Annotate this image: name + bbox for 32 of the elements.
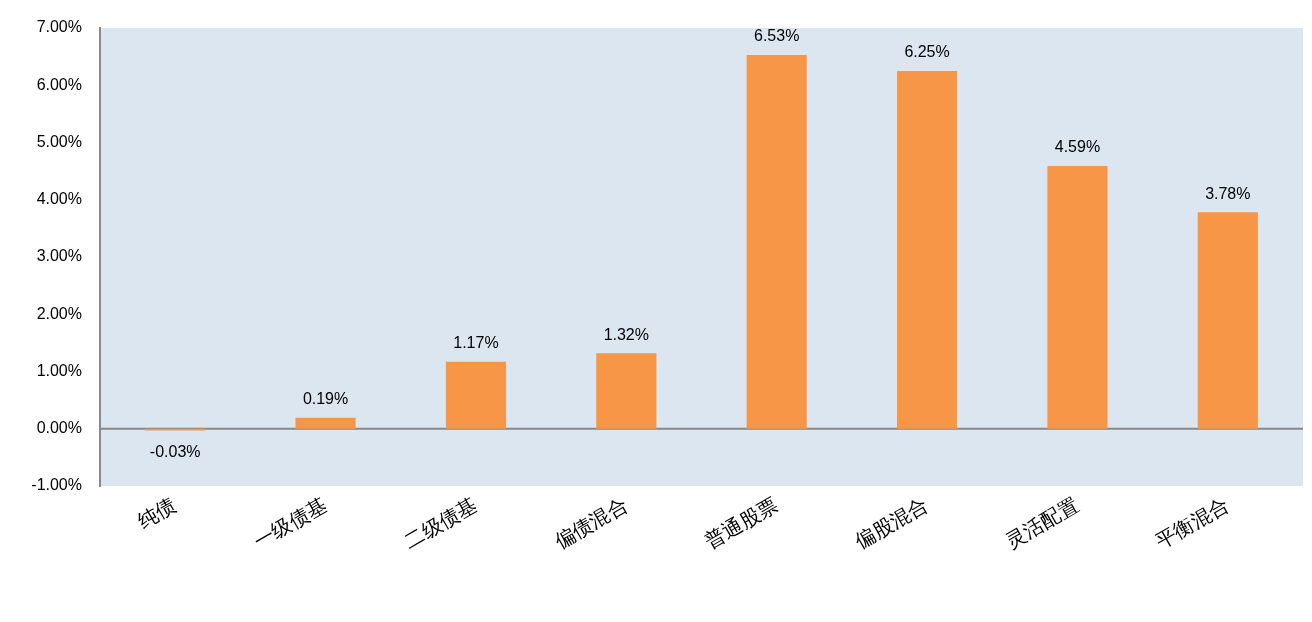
x-tick-label: 偏股混合 bbox=[850, 492, 933, 554]
bar bbox=[596, 353, 657, 429]
data-label: 6.25% bbox=[904, 43, 950, 61]
bar bbox=[1197, 212, 1258, 429]
bar bbox=[896, 70, 958, 429]
data-label: 1.32% bbox=[603, 325, 649, 343]
data-label: 1.17% bbox=[453, 334, 499, 352]
y-tick-label: 7.00% bbox=[36, 18, 82, 36]
data-label: -0.03% bbox=[149, 442, 201, 460]
y-tick-label: 4.00% bbox=[36, 190, 82, 208]
data-label: 0.19% bbox=[302, 390, 349, 408]
bar bbox=[445, 361, 507, 429]
data-label: 4.59% bbox=[1054, 138, 1101, 156]
y-tick-label: 3.00% bbox=[36, 247, 82, 265]
x-tick-label: 偏债混合 bbox=[550, 492, 632, 554]
data-label: 3.78% bbox=[1205, 184, 1251, 202]
y-tick-label: 0.00% bbox=[36, 419, 82, 437]
y-tick-label: 5.00% bbox=[36, 132, 82, 150]
bar bbox=[1047, 165, 1108, 429]
x-tick-label: 纯债 bbox=[133, 492, 181, 534]
y-tick-label: 1.00% bbox=[36, 361, 82, 379]
y-tick-label: 2.00% bbox=[36, 304, 82, 322]
data-label: 6.53% bbox=[754, 27, 800, 45]
bar bbox=[746, 54, 807, 429]
x-tick-label: 平衡混合 bbox=[1151, 492, 1233, 554]
x-tick-label: 普通股票 bbox=[700, 492, 782, 554]
x-tick-label: 灵活配置 bbox=[1001, 492, 1083, 554]
bar bbox=[295, 417, 356, 429]
x-tick-label: 二级债基 bbox=[399, 492, 482, 554]
x-tick-label: 一级债基 bbox=[249, 492, 331, 554]
y-tick-label: -1.00% bbox=[31, 476, 82, 494]
y-tick-label: 6.00% bbox=[36, 75, 82, 93]
